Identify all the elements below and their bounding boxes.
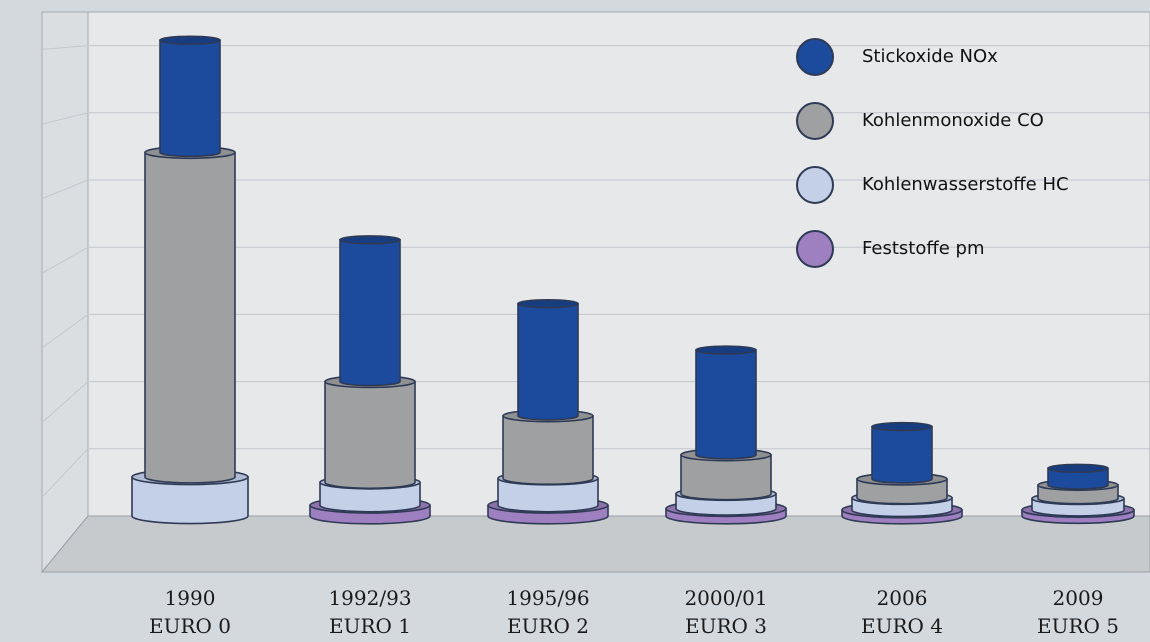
bar-co-2-side — [502, 415, 594, 486]
legend-swatch-pm — [796, 230, 834, 268]
bar-co-0-side — [144, 151, 236, 484]
bar-co-3-side — [680, 454, 772, 501]
category-year-5: 2009 — [1052, 586, 1104, 610]
grid-line-side — [41, 112, 89, 125]
category-label-3: 2000/01 EURO 3 — [651, 584, 801, 640]
legend-swatch-nox — [796, 38, 834, 76]
category-norm-2: EURO 2 — [507, 614, 589, 638]
category-label-0: 1990 EURO 0 — [115, 584, 265, 640]
category-label-5: 2009 EURO 5 — [1003, 584, 1150, 640]
legend-swatch-hc — [796, 166, 834, 204]
legend-label-pm: Feststoffe pm — [862, 238, 985, 259]
bar-nox-5 — [1047, 463, 1109, 490]
category-norm-1: EURO 1 — [329, 614, 411, 638]
category-year-3: 2000/01 — [684, 586, 768, 610]
legend-label-co: Kohlenmonoxide CO — [862, 110, 1044, 131]
category-norm-5: EURO 5 — [1037, 614, 1119, 638]
plot-side-wall — [41, 11, 89, 574]
bar-nox-1-side — [339, 239, 401, 387]
category-label-1: 1992/93 EURO 1 — [295, 584, 445, 640]
bar-nox-5-top — [1047, 463, 1109, 473]
bar-hc-0-side — [131, 476, 249, 525]
bar-co-1 — [324, 374, 416, 490]
bar-nox-4-side — [871, 425, 933, 484]
bar-nox-4-top — [871, 421, 933, 432]
category-year-2: 1995/96 — [506, 586, 590, 610]
bar-nox-3 — [695, 345, 757, 460]
bar-nox-0-top — [159, 35, 221, 45]
legend-swatch-co — [796, 102, 834, 140]
bar-hc-1-side — [319, 481, 421, 513]
grid-line-side — [41, 381, 89, 424]
category-norm-0: EURO 0 — [149, 614, 231, 638]
bar-co-2 — [502, 409, 594, 486]
bar-co-4-side — [856, 478, 948, 505]
grid-line-side — [41, 45, 89, 50]
category-year-1: 1992/93 — [328, 586, 412, 610]
bar-nox-4 — [871, 421, 933, 484]
bar-nox-3-top — [695, 345, 757, 355]
bar-nox-2-top — [517, 298, 579, 309]
legend-item-nox: Stickoxide NOx — [796, 34, 1136, 98]
grid-line-side — [41, 246, 89, 274]
category-label-4: 2006 EURO 4 — [827, 584, 977, 640]
legend-item-hc: Kohlenwasserstoffe HC — [796, 162, 1136, 226]
chart-legend: Stickoxide NOx Kohlenmonoxide CO Kohlenw… — [796, 34, 1136, 290]
grid-line-side — [41, 448, 89, 498]
bar-nox-5-side — [1047, 467, 1109, 490]
bar-nox-1 — [339, 235, 401, 387]
bar-nox-2 — [517, 298, 579, 421]
legend-item-co: Kohlenmonoxide CO — [796, 98, 1136, 162]
category-year-0: 1990 — [164, 586, 216, 610]
bar-nox-3-side — [695, 349, 757, 460]
bar-nox-1-top — [339, 235, 401, 245]
bar-hc-2-side — [497, 477, 599, 513]
bar-nox-0 — [159, 35, 221, 158]
legend-label-nox: Stickoxide NOx — [862, 46, 998, 67]
category-norm-3: EURO 3 — [685, 614, 767, 638]
category-norm-4: EURO 4 — [861, 614, 943, 638]
grid-line-side — [41, 313, 89, 349]
grid-line-side — [41, 179, 89, 200]
plot-floor — [40, 515, 1150, 573]
bar-nox-0-side — [159, 39, 221, 158]
bar-co-1-side — [324, 380, 416, 490]
legend-label-hc: Kohlenwasserstoffe HC — [862, 174, 1069, 195]
category-label-2: 1995/96 EURO 2 — [473, 584, 623, 640]
bar-nox-2-side — [517, 302, 579, 421]
bar-co-0 — [144, 145, 236, 484]
category-year-4: 2006 — [876, 586, 928, 610]
legend-item-pm: Feststoffe pm — [796, 226, 1136, 290]
